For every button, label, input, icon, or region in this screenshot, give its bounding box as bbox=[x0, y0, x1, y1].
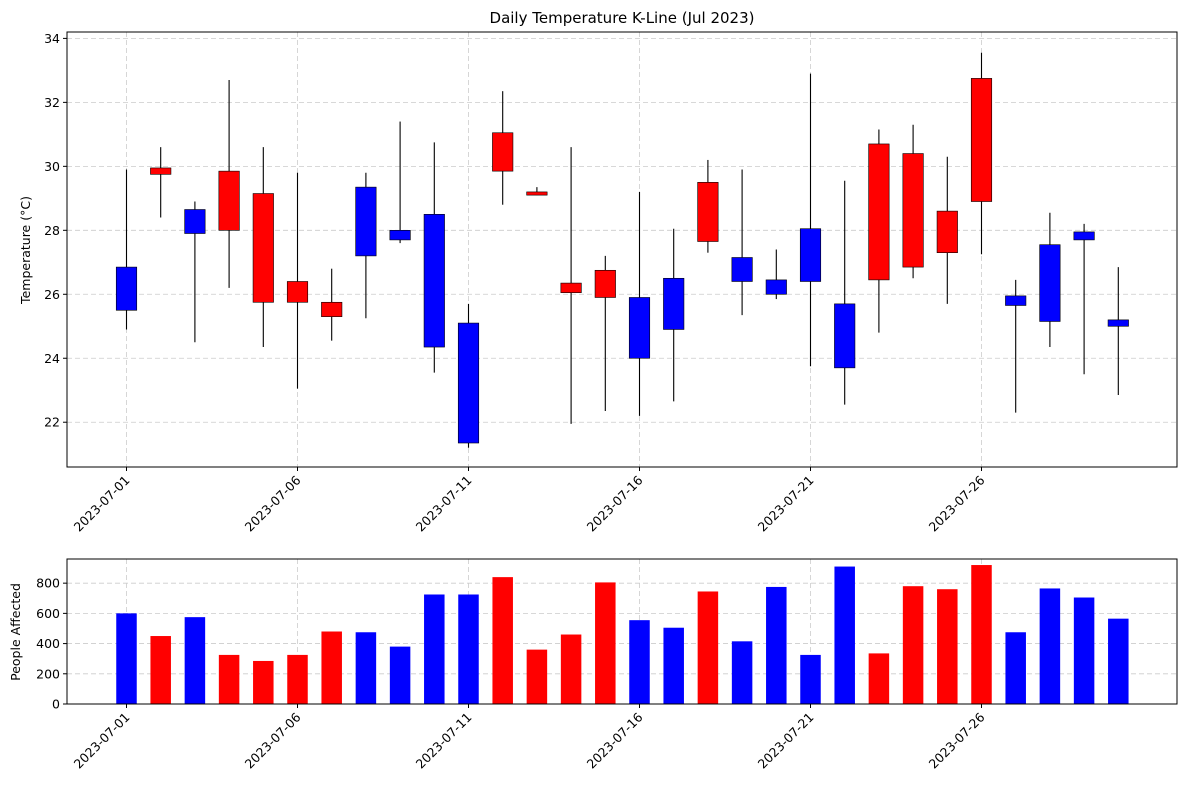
people-x-tick-label: 2023-07-06 bbox=[242, 709, 304, 771]
people-y-tick-label: 200 bbox=[36, 666, 60, 681]
people-bar bbox=[218, 654, 240, 704]
candle-body bbox=[731, 257, 753, 282]
people-bar bbox=[1039, 588, 1061, 704]
people-y-tick-label: 800 bbox=[36, 576, 60, 591]
candle-body bbox=[628, 297, 651, 359]
people-bar bbox=[834, 566, 855, 704]
candle-body bbox=[184, 209, 206, 234]
candle-body bbox=[902, 153, 924, 268]
people-x-tick-label: 2023-07-21 bbox=[755, 710, 817, 772]
people-bar bbox=[1005, 632, 1026, 704]
temperature-y-axis-label: Temperature (°C) bbox=[18, 196, 33, 305]
people-bar bbox=[253, 660, 274, 704]
candle-body bbox=[970, 78, 993, 202]
people-y-axis-label: People Affected bbox=[8, 583, 23, 681]
people-bar bbox=[287, 654, 308, 704]
people-bar bbox=[868, 653, 890, 704]
people-bar bbox=[629, 620, 650, 704]
candle-body bbox=[252, 193, 274, 303]
candle-body bbox=[218, 170, 240, 231]
people-bar bbox=[1108, 618, 1129, 704]
candle-body bbox=[526, 191, 548, 196]
candle-body bbox=[560, 282, 582, 293]
people-bar bbox=[595, 582, 616, 704]
people-axes-frame bbox=[66, 558, 1178, 705]
people-bar bbox=[355, 632, 377, 704]
candle-body bbox=[492, 132, 514, 172]
people-affected-bar-plot: 0 200 400 600 800 2023-07-01 2023-07-06 2023-07… bbox=[36, 558, 1178, 772]
temperature-x-tick-label: 2023-07-21 bbox=[755, 473, 817, 535]
people-bar bbox=[389, 646, 411, 704]
people-x-tick-label: 2023-07-01 bbox=[71, 710, 133, 772]
temperature-x-tick-label: 2023-07-06 bbox=[242, 472, 304, 534]
chart-title: Daily Temperature K-Line (Jul 2023) bbox=[490, 9, 755, 27]
people-y-tick-label: 0 bbox=[52, 697, 60, 712]
people-bar bbox=[116, 613, 137, 704]
temperature-x-tick-label: 2023-07-11 bbox=[413, 473, 475, 535]
temperature-y-tick-label: 26 bbox=[44, 287, 60, 302]
candle-body bbox=[150, 167, 172, 175]
temperature-x-tick-label: 2023-07-16 bbox=[584, 472, 646, 534]
candle-body bbox=[1005, 295, 1027, 306]
candle-body bbox=[321, 301, 343, 317]
candle-body bbox=[697, 182, 719, 242]
people-bar bbox=[184, 617, 206, 704]
candle-body bbox=[1107, 319, 1129, 327]
people-bar bbox=[800, 654, 821, 704]
candle-body bbox=[594, 269, 616, 298]
people-x-tick-label: 2023-07-11 bbox=[413, 710, 475, 772]
candle-body bbox=[765, 279, 787, 295]
people-bar bbox=[526, 649, 548, 704]
candle-body bbox=[868, 143, 890, 281]
people-bar bbox=[731, 641, 753, 704]
candle-body bbox=[423, 214, 445, 348]
people-bar bbox=[560, 634, 582, 704]
people-x-tick-label: 2023-07-26 bbox=[926, 709, 988, 771]
temperature-y-tick-label: 32 bbox=[44, 95, 60, 110]
people-y-tick-label: 600 bbox=[36, 606, 60, 621]
candle-body bbox=[834, 303, 856, 369]
temperature-kline-plot: 22 24 26 28 30 32 34 2023-07-01 2023-07-06 2023-0… bbox=[44, 31, 1178, 535]
people-bar bbox=[766, 586, 787, 704]
people-bar bbox=[424, 594, 445, 704]
people-bar bbox=[321, 631, 342, 704]
people-bar bbox=[663, 627, 684, 704]
people-bar bbox=[150, 636, 171, 704]
people-bar bbox=[971, 565, 992, 704]
candle-body bbox=[799, 228, 822, 282]
people-bar bbox=[458, 594, 479, 704]
temperature-x-tick-label: 2023-07-26 bbox=[926, 472, 988, 534]
candle-body bbox=[115, 266, 138, 311]
candle-body bbox=[286, 281, 309, 303]
candle-body bbox=[355, 186, 377, 257]
people-bar bbox=[697, 591, 719, 704]
candle-body bbox=[1073, 231, 1095, 241]
temperature-y-tick-label: 34 bbox=[44, 31, 60, 46]
temperature-y-tick-label: 30 bbox=[44, 159, 60, 174]
candle-body bbox=[936, 210, 958, 253]
people-bar bbox=[492, 577, 513, 704]
temperature-axes-frame bbox=[66, 31, 1178, 468]
candle-body bbox=[663, 277, 685, 330]
people-y-tick-label: 400 bbox=[36, 636, 60, 651]
people-x-tick-label: 2023-07-16 bbox=[584, 709, 646, 771]
people-bar bbox=[902, 586, 924, 704]
temperature-y-tick-label: 28 bbox=[44, 223, 60, 238]
people-bar bbox=[1073, 597, 1095, 704]
temperature-y-tick-label: 24 bbox=[44, 351, 60, 366]
candle-body bbox=[457, 322, 480, 444]
people-bar bbox=[937, 589, 958, 704]
candle-body bbox=[389, 230, 411, 241]
candle-body bbox=[1039, 244, 1061, 322]
temperature-y-tick-label: 22 bbox=[44, 415, 60, 430]
temperature-x-tick-label: 2023-07-01 bbox=[71, 473, 133, 535]
